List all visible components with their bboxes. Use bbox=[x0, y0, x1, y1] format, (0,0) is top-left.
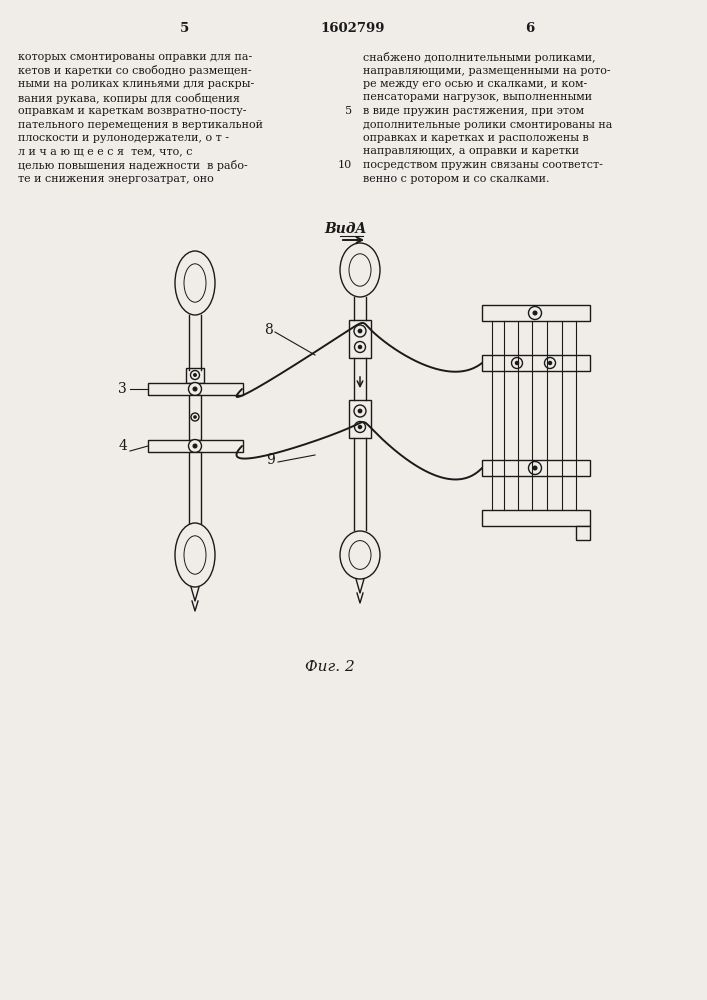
Bar bbox=[189, 452, 201, 530]
Circle shape bbox=[193, 444, 197, 448]
Text: пательного перемещения в вертикальной: пательного перемещения в вертикальной bbox=[18, 119, 263, 129]
Text: снабжено дополнительными роликами,: снабжено дополнительными роликами, bbox=[363, 52, 595, 63]
Text: Фиг. 2: Фиг. 2 bbox=[305, 660, 355, 674]
Bar bbox=[189, 395, 201, 440]
Text: вания рукава, копиры для сообщения: вания рукава, копиры для сообщения bbox=[18, 93, 240, 104]
Circle shape bbox=[194, 416, 196, 418]
Bar bbox=[349, 400, 371, 438]
Circle shape bbox=[354, 342, 366, 353]
Circle shape bbox=[354, 422, 366, 432]
Text: плоскости и рулонодержатели, о т -: плоскости и рулонодержатели, о т - bbox=[18, 133, 229, 143]
Circle shape bbox=[191, 413, 199, 421]
Text: 9: 9 bbox=[267, 453, 275, 467]
Text: дополнительные ролики смонтированы на: дополнительные ролики смонтированы на bbox=[363, 119, 612, 129]
Text: 6: 6 bbox=[525, 22, 534, 35]
Text: 5: 5 bbox=[345, 106, 352, 116]
Circle shape bbox=[529, 306, 542, 320]
Text: те и снижения энергозатрат, оно: те и снижения энергозатрат, оно bbox=[18, 174, 214, 184]
Bar bbox=[148, 440, 243, 452]
Circle shape bbox=[511, 358, 522, 368]
Text: ре между его осью и скалками, и ком-: ре между его осью и скалками, и ком- bbox=[363, 79, 588, 89]
Circle shape bbox=[189, 382, 201, 395]
Text: л и ч а ю щ е е с я  тем, что, с: л и ч а ю щ е е с я тем, что, с bbox=[18, 146, 192, 156]
Text: 5: 5 bbox=[180, 22, 189, 35]
Ellipse shape bbox=[340, 243, 380, 297]
Bar bbox=[482, 305, 590, 321]
Bar bbox=[148, 383, 243, 395]
Text: оправках и каретках и расположены в: оправках и каретках и расположены в bbox=[363, 133, 589, 143]
Text: 1602799: 1602799 bbox=[321, 22, 385, 35]
Ellipse shape bbox=[175, 523, 215, 587]
Circle shape bbox=[533, 311, 537, 315]
Bar bbox=[482, 355, 590, 371]
Text: 10: 10 bbox=[338, 160, 352, 170]
Text: посредством пружин связаны соответст-: посредством пружин связаны соответст- bbox=[363, 160, 603, 170]
Bar bbox=[186, 368, 204, 383]
Circle shape bbox=[529, 462, 542, 475]
Circle shape bbox=[189, 440, 201, 452]
Ellipse shape bbox=[175, 251, 215, 315]
Text: 3: 3 bbox=[118, 382, 127, 396]
Text: которых смонтированы оправки для па-: которых смонтированы оправки для па- bbox=[18, 52, 252, 62]
Circle shape bbox=[358, 329, 362, 333]
Circle shape bbox=[515, 361, 518, 365]
Text: ными на роликах клиньями для раскры-: ными на роликах клиньями для раскры- bbox=[18, 79, 255, 89]
Circle shape bbox=[194, 374, 197, 376]
Circle shape bbox=[358, 345, 361, 349]
Circle shape bbox=[533, 466, 537, 470]
Text: направляющими, размещенными на рото-: направляющими, размещенными на рото- bbox=[363, 66, 611, 76]
Text: 8: 8 bbox=[264, 323, 273, 337]
Ellipse shape bbox=[340, 531, 380, 579]
Text: целью повышения надежности  в рабо-: целью повышения надежности в рабо- bbox=[18, 160, 247, 171]
Circle shape bbox=[549, 361, 551, 365]
Bar bbox=[576, 526, 590, 540]
Text: пенсаторами нагрузок, выполненными: пенсаторами нагрузок, выполненными bbox=[363, 93, 592, 103]
Circle shape bbox=[354, 325, 366, 337]
Text: ВидA: ВидA bbox=[324, 222, 366, 236]
Circle shape bbox=[358, 425, 361, 429]
Circle shape bbox=[193, 387, 197, 391]
Text: оправкам и кареткам возвратно-посту-: оправкам и кареткам возвратно-посту- bbox=[18, 106, 247, 116]
Text: венно с ротором и со скалками.: венно с ротором и со скалками. bbox=[363, 174, 549, 184]
Text: кетов и каретки со свободно размещен-: кетов и каретки со свободно размещен- bbox=[18, 66, 252, 77]
Bar bbox=[482, 460, 590, 476]
Text: направляющих, а оправки и каретки: направляющих, а оправки и каретки bbox=[363, 146, 579, 156]
Circle shape bbox=[354, 405, 366, 417]
Bar bbox=[482, 510, 590, 526]
Text: в виде пружин растяжения, при этом: в виде пружин растяжения, при этом bbox=[363, 106, 584, 116]
Circle shape bbox=[358, 409, 362, 413]
Text: 4: 4 bbox=[118, 439, 127, 453]
Bar bbox=[349, 320, 371, 358]
Circle shape bbox=[544, 358, 556, 368]
Circle shape bbox=[190, 370, 199, 379]
